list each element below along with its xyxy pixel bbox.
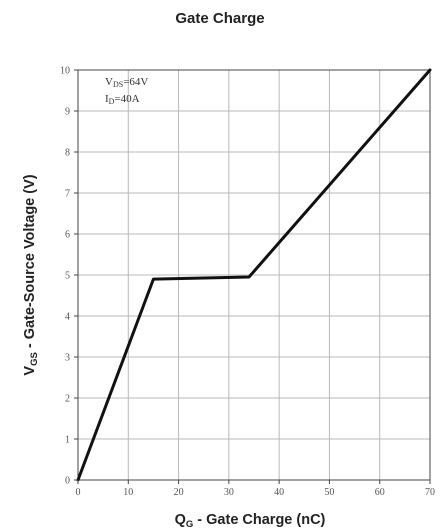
x-tick-label: 30 — [224, 487, 234, 498]
y-tick-label: 6 — [65, 230, 70, 241]
chart-title: Gate Charge — [175, 10, 265, 27]
y-tick-label: 10 — [60, 66, 70, 77]
y-tick-label: 4 — [65, 312, 70, 323]
x-tick-label: 70 — [425, 487, 435, 498]
x-tick-label: 60 — [375, 487, 385, 498]
y-tick-label: 2 — [65, 394, 70, 405]
x-tick-label: 40 — [274, 487, 284, 498]
annotation-vds: VDS=64V — [105, 76, 148, 89]
ticks-layer: 0 10 20 30 40 50 60 70 0 1 2 3 4 5 6 7 8 9 10 — [60, 66, 435, 499]
y-tick-label: 0 — [65, 476, 70, 487]
y-tick-label: 3 — [65, 353, 70, 364]
grid — [78, 70, 430, 480]
series-layer — [76, 68, 432, 482]
y-tick-label: 7 — [65, 189, 70, 200]
y-tick-label: 9 — [65, 107, 70, 118]
x-tick-label: 50 — [324, 487, 334, 498]
x-tick-label: 10 — [123, 487, 133, 498]
y-tick-label: 8 — [65, 148, 70, 159]
y-tick-label: 5 — [65, 271, 70, 282]
x-tick-label: 20 — [174, 487, 184, 498]
y-tick-label: 1 — [65, 435, 70, 446]
x-tick-label: 0 — [76, 487, 81, 498]
y-axis-title: VGS - Gate-Source Voltage (V) — [22, 174, 40, 375]
series-line-0 — [76, 68, 432, 482]
x-axis-title: QG - Gate Charge (nC) — [175, 512, 326, 530]
annotation-id: ID=40A — [105, 93, 140, 106]
